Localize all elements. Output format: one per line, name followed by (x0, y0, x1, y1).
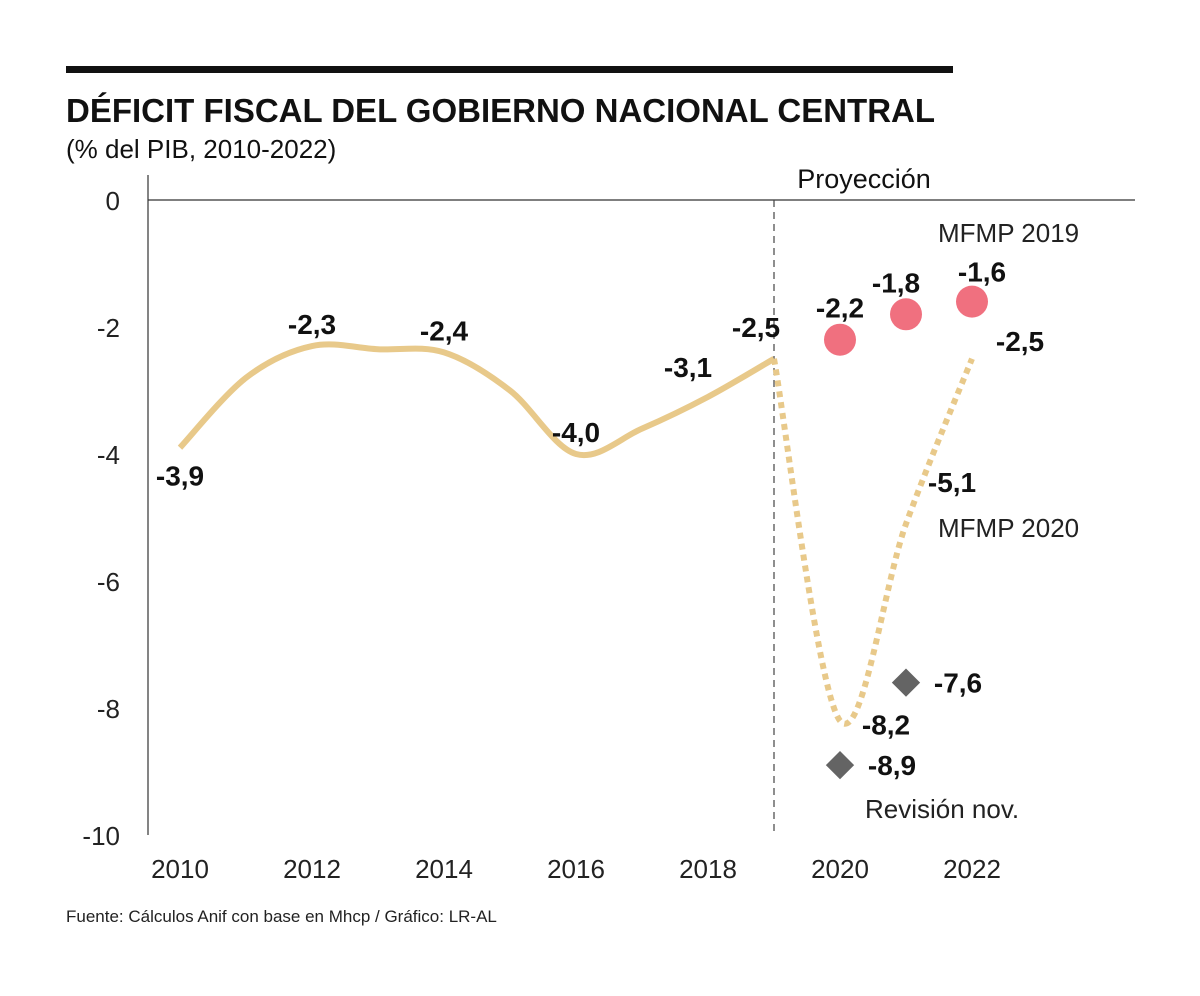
x-tick-label: 2018 (679, 854, 737, 884)
mfmp-2019-point (956, 285, 988, 318)
y-tick-label: 0 (106, 186, 120, 216)
data-label: -4,0 (552, 417, 600, 448)
mfmp-2019-point (890, 298, 922, 331)
data-label: -8,2 (862, 710, 910, 741)
x-tick-labels: 2010 2012 2014 2016 2018 2020 2022 (151, 854, 1001, 884)
data-label: -2,5 (732, 312, 780, 343)
y-tick-labels: 0 -2 -4 -6 -8 -10 (82, 186, 120, 851)
data-label: -1,6 (958, 257, 1006, 288)
x-tick-label: 2020 (811, 854, 869, 884)
data-label: -1,8 (872, 267, 920, 298)
data-label: -2,2 (816, 293, 864, 324)
data-label: -3,1 (664, 352, 712, 383)
data-label: -2,3 (288, 309, 336, 340)
y-tick-label: -2 (97, 313, 120, 343)
top-rule (66, 66, 953, 73)
chart-title: DÉFICIT FISCAL DEL GOBIERNO NACIONAL CEN… (66, 92, 935, 129)
mfmp-2020-line (771, 357, 975, 727)
x-tick-label: 2016 (547, 854, 605, 884)
y-tick-label: -6 (97, 567, 120, 597)
data-label: -7,6 (934, 668, 982, 699)
x-tick-label: 2012 (283, 854, 341, 884)
y-tick-label: -4 (97, 440, 120, 470)
x-tick-label: 2022 (943, 854, 1001, 884)
mfmp-2019-point (824, 323, 856, 356)
revision-nov-point (891, 668, 921, 697)
legend-mfmp-2020: MFMP 2020 (938, 513, 1079, 543)
chart-marks: -3,9 -2,3 -2,4 -4,0 -3,1 -2,5 -8,2 -5,1 -2,5 -2,2… (156, 257, 1044, 782)
data-label: -8,9 (868, 750, 916, 781)
x-tick-label: 2010 (151, 854, 209, 884)
x-tick-label: 2014 (415, 854, 473, 884)
y-tick-label: -10 (82, 821, 120, 851)
data-label: -3,9 (156, 461, 204, 492)
y-tick-label: -8 (97, 694, 120, 724)
data-label: -2,5 (996, 326, 1044, 357)
historical-line (177, 341, 776, 459)
projection-label: Proyección (797, 164, 931, 194)
data-label: -2,4 (420, 315, 469, 346)
revision-nov-point (825, 751, 855, 780)
source-note: Fuente: Cálculos Anif con base en Mhcp /… (66, 907, 497, 926)
data-label: -5,1 (928, 467, 976, 498)
chart-subtitle: (% del PIB, 2010-2022) (66, 134, 336, 164)
legend-mfmp-2019: MFMP 2019 (938, 218, 1079, 248)
legend-revision-nov: Revisión nov. (865, 794, 1019, 824)
